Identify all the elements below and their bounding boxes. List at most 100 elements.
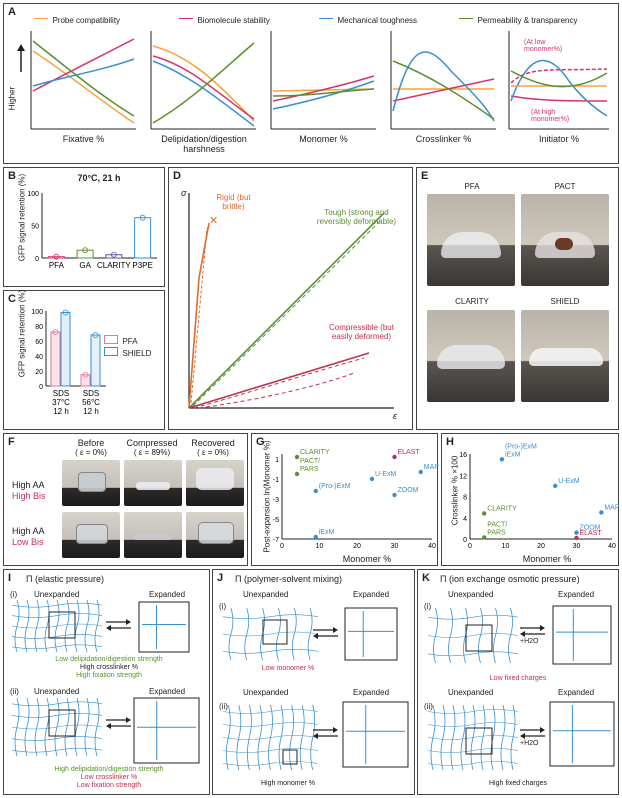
i1-mesh-strand: [24, 599, 30, 653]
j1-exp-box: [344, 607, 398, 661]
panel-d: D ✕ σ ε Rigid (but brittle) Tough (stron…: [168, 167, 413, 430]
j2-mesh-strand: [236, 704, 242, 771]
panel-f: F Before Compressed Recovered ( ε = 0%) …: [3, 433, 248, 566]
j2-mesh-strand: [246, 704, 252, 771]
photo-pact: [521, 194, 609, 286]
panel-i: I Π (elastic pressure) (i) (ii) Unexpand…: [3, 569, 210, 795]
j1-zoom: [262, 619, 288, 645]
j2-zoom: [282, 749, 298, 765]
b-xtick: P3PE: [132, 261, 152, 270]
panel-j-title: Π (polymer-solvent mixing): [235, 574, 343, 584]
b-point: [53, 253, 60, 260]
col-recovered: Recovered: [191, 438, 235, 448]
j1-arrowhead: [313, 633, 318, 639]
annot-low-monomer: (At low monomer%): [524, 39, 563, 53]
subplot-initiator: [508, 31, 609, 130]
c-ytick: 20: [35, 369, 43, 376]
i1-mesh-strand: [14, 599, 20, 653]
i1-mesh-strand: [44, 599, 50, 653]
ytick: 8: [463, 495, 467, 502]
j-unexp-2: Unexpanded: [243, 688, 289, 697]
c-ytick: 40: [35, 354, 43, 361]
ytick: 4: [463, 516, 467, 523]
c-xtick: SDS: [83, 389, 99, 398]
point-label: U-ExM: [558, 478, 580, 485]
point-label: MAP: [604, 504, 620, 511]
xlabel-monomer: Monomer %: [299, 134, 348, 144]
panel-label-b: B: [8, 170, 16, 182]
ytick: -3: [273, 497, 279, 504]
i2-mesh-strand: [94, 697, 100, 757]
annot-high-monomer: (At high monomer%): [531, 109, 570, 123]
xlabel-delipidation: Delipidation/digestion harshness: [161, 134, 247, 154]
strain-compressed: ( ε = 89%): [133, 448, 171, 457]
scatter-point: [392, 454, 397, 460]
i2-mesh-crosslink: [11, 736, 103, 741]
col-before: Before: [77, 438, 105, 448]
j1-arrowhead: [333, 627, 338, 633]
panel-b-chart: 0 50 100 PFA GA CLARITY P3PE: [27, 191, 157, 270]
k2-arrowhead: [520, 733, 525, 739]
panel-k-title: Π (ion exchange osmotic pressure): [440, 574, 580, 584]
point-label: ELAST: [398, 449, 421, 456]
i-caption-1: Low delipidation/digestion strength High…: [55, 656, 163, 679]
point-label: iExM: [319, 529, 335, 536]
j1-mesh-strand: [244, 607, 250, 661]
c-bar: [80, 374, 91, 387]
j2-mesh-strand: [225, 704, 231, 771]
panel-k: K Π (ion exchange osmotic pressure) (i) …: [417, 569, 619, 795]
scatter-point: [499, 457, 505, 462]
k-water-2: +H2O: [520, 740, 539, 747]
i1-mesh-crosslink: [11, 644, 103, 650]
point-label: PACT/: [487, 521, 507, 528]
b-point: [82, 247, 89, 254]
point-label: (Pro-)ExM: [319, 483, 351, 490]
k2-mesh-crosslink: [427, 761, 519, 766]
i1-mesh-strand: [74, 599, 80, 653]
i2-arrowhead: [106, 723, 111, 729]
j1-mesh-crosslink: [222, 649, 319, 654]
j-caption-2: High monomer %: [260, 780, 316, 787]
b-bar: [76, 249, 94, 259]
point-label: ZOOM: [398, 487, 419, 494]
legend-item-probe: Probe compatibility: [34, 10, 120, 28]
j2-mesh-strand: [289, 704, 295, 771]
photo-label-clarity: CLARITY: [455, 297, 489, 306]
point-label: CLARITY: [487, 506, 517, 513]
k1-mesh-strand: [448, 607, 453, 664]
xlabel-initiator: Initiator %: [538, 134, 580, 144]
xtick: 20: [537, 543, 545, 550]
i1-zoom: [48, 611, 76, 639]
c-ytick: 100: [31, 309, 43, 316]
strain-recovered: ( ε = 0%): [197, 448, 229, 457]
xtick: 20: [353, 543, 361, 550]
xlabel-fixative: Fixative %: [62, 134, 105, 144]
j2-arrowhead: [333, 727, 338, 733]
b-xtick: GA: [79, 261, 91, 270]
c-point: [62, 309, 69, 316]
k-exp-1: Expanded: [558, 590, 595, 599]
k2-mesh-strand: [490, 704, 496, 771]
k-caption-2: High fixed charges: [489, 780, 547, 787]
panel-label-j: J: [217, 572, 224, 584]
k2-zoom: [465, 727, 493, 755]
panel-j-schematic: [222, 607, 409, 771]
c-point: [52, 329, 59, 335]
k2-mesh-strand: [500, 704, 506, 771]
k-exp-2: Expanded: [558, 688, 595, 697]
k2-mesh-strand: [510, 704, 516, 771]
scatter-point: [418, 469, 423, 475]
scatter-point: [294, 454, 300, 460]
i2-mesh-strand: [74, 697, 80, 757]
photo-f-before-low: [62, 512, 120, 558]
k2-mesh-strand: [460, 704, 466, 771]
xtick: 30: [391, 543, 399, 550]
c-ytick: 60: [35, 339, 43, 346]
i1-mesh-strand: [94, 599, 100, 653]
photo-f-before-high: [62, 460, 120, 506]
point-label: PARS: [487, 529, 506, 536]
i2-exp-box: [133, 697, 200, 764]
legend-item-stability: Biomolecule stability: [179, 10, 270, 28]
